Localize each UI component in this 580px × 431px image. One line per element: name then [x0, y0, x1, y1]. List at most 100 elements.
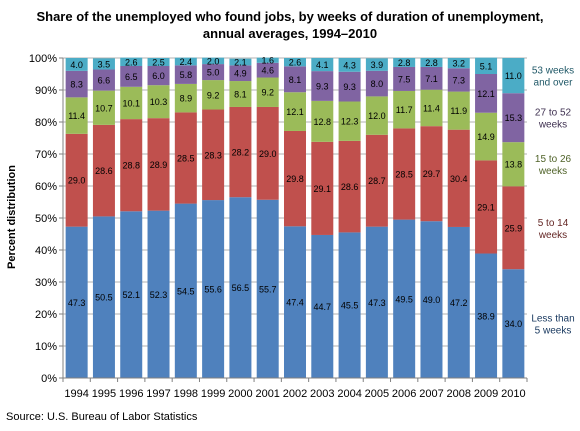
data-label: 4.9	[234, 69, 247, 79]
y-tick-label: 100%	[29, 53, 57, 65]
bar-segment	[92, 90, 115, 125]
bar-segment	[447, 129, 470, 227]
data-label: 7.1	[425, 74, 438, 84]
y-tick-label: 10%	[35, 341, 57, 353]
bar-segment	[147, 118, 170, 211]
data-label: 5.8	[180, 70, 193, 80]
x-tick-label: 2002	[283, 388, 307, 400]
data-label: 29.1	[477, 202, 495, 212]
bar-segment	[120, 119, 143, 212]
data-label: 9.3	[316, 82, 329, 92]
data-label: 4.6	[261, 66, 274, 76]
data-label: 12.3	[341, 117, 359, 127]
y-tick-label: 70%	[35, 149, 57, 161]
y-tick-label: 60%	[35, 181, 57, 193]
bar-segment	[256, 62, 279, 78]
chart-title-line-2: annual averages, 1994–2010	[202, 26, 378, 41]
data-label: 38.9	[477, 311, 495, 321]
bar-segment	[120, 57, 143, 66]
y-tick-label: 90%	[35, 85, 57, 97]
bar-segment	[174, 203, 197, 378]
x-tick-label: 2008	[447, 388, 471, 400]
data-label: 54.5	[177, 286, 195, 296]
legend-entry-line: 15 to 26	[535, 154, 572, 165]
x-tick-label: 2005	[365, 388, 389, 400]
data-label: 29.7	[423, 169, 441, 179]
bar-segment	[284, 226, 306, 378]
bar-segment	[92, 69, 115, 91]
bar-segment	[393, 219, 416, 378]
bar-segment	[174, 112, 197, 204]
data-label: 2.8	[398, 58, 411, 68]
x-tick-label: 2010	[501, 388, 525, 400]
bar-segment	[447, 91, 470, 130]
data-label: 11.9	[450, 106, 467, 116]
data-label: 10.1	[122, 98, 140, 108]
bar-segment	[447, 58, 470, 69]
data-label: 47.3	[68, 298, 86, 308]
data-label: 3.2	[453, 59, 466, 69]
x-tick-label: 1997	[146, 388, 170, 400]
data-label: 10.7	[95, 103, 113, 113]
data-label: 4.0	[70, 60, 83, 70]
data-label: 28.6	[95, 166, 113, 176]
bar-segment	[502, 186, 525, 270]
bar-segment	[311, 58, 334, 72]
bar-segment	[365, 226, 388, 378]
bar-segment	[120, 66, 143, 87]
data-label: 8.9	[180, 94, 193, 104]
data-label: 4.3	[343, 60, 356, 70]
y-axis-label: Percent distribution	[6, 165, 18, 269]
legend-entry-line: Less than	[531, 314, 574, 325]
bar-segment	[365, 58, 388, 71]
legend-entry-line: and over	[534, 78, 574, 89]
data-label: 4.1	[316, 60, 329, 70]
data-label: 29.1	[314, 184, 332, 194]
bars	[65, 57, 525, 378]
bar-segment	[502, 58, 525, 94]
data-label: 29.8	[286, 174, 304, 184]
y-tick-label: 80%	[35, 117, 57, 129]
data-label: 2.6	[289, 58, 302, 68]
x-tick-label: 1999	[201, 388, 225, 400]
bar-segment	[311, 71, 334, 101]
bar-segment	[393, 128, 416, 220]
bar-segment	[284, 58, 306, 67]
axes: 0% 10% 20% 30% 40% 50% 60% 70% 80% 90% 100% 1994 199…	[29, 53, 528, 400]
data-label: 28.3	[204, 150, 222, 160]
data-label: 8.0	[371, 79, 384, 89]
data-label: 9.2	[261, 88, 274, 98]
data-label: 2.4	[180, 57, 193, 67]
data-label: 28.5	[395, 170, 413, 180]
legend-entry: Less than 5 weeks	[531, 314, 574, 337]
bar-segment	[256, 57, 279, 63]
legend-entry-line: 27 to 52	[535, 108, 572, 119]
bar-segment	[147, 66, 170, 86]
bar-segment	[65, 226, 88, 378]
bar-segment	[147, 85, 170, 119]
bar-segment	[447, 226, 470, 378]
x-tick-label: 2009	[474, 388, 498, 400]
bar-segment	[420, 89, 443, 127]
chart-title-line-1: Share of the unemployed who found jobs, …	[36, 9, 544, 24]
bar-segment	[120, 211, 143, 378]
data-label: 12.1	[477, 89, 495, 99]
x-tick-label: 2007	[419, 388, 443, 400]
y-tick-label: 20%	[35, 309, 57, 321]
data-label: 9.3	[343, 82, 356, 92]
x-tick-label: 2003	[310, 388, 334, 400]
data-label: 8.1	[289, 75, 302, 85]
y-tick-label: 0%	[41, 373, 57, 385]
bar-segment	[174, 65, 197, 84]
data-label: 9.2	[207, 90, 220, 100]
x-tick-label: 2004	[337, 388, 361, 400]
bar-segment	[284, 130, 306, 227]
data-label: 6.0	[152, 71, 165, 81]
bar-segment	[365, 134, 388, 227]
bar-segment	[174, 83, 197, 113]
bar-segment	[202, 80, 225, 110]
bar-segment	[420, 58, 443, 67]
bar-segment	[174, 57, 197, 66]
data-label: 28.8	[122, 161, 140, 171]
data-label: 11.4	[423, 103, 440, 113]
